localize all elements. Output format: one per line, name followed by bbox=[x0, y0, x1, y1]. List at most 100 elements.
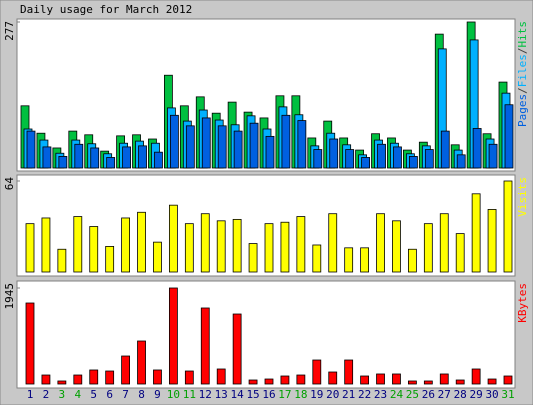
x-tick-label: 13 bbox=[215, 388, 228, 401]
bar bbox=[393, 146, 402, 169]
x-tick-label: 26 bbox=[422, 388, 435, 401]
bar bbox=[138, 145, 147, 169]
legend-entry: Hits bbox=[516, 21, 529, 48]
bar bbox=[264, 223, 274, 273]
bar bbox=[217, 125, 227, 169]
bar bbox=[89, 226, 99, 273]
x-tick-label: 16 bbox=[262, 388, 275, 401]
bar bbox=[423, 223, 433, 273]
bar bbox=[488, 143, 498, 169]
y-tick-label: 64 bbox=[3, 177, 16, 191]
bar bbox=[345, 149, 355, 169]
bar bbox=[408, 156, 418, 169]
bar bbox=[41, 217, 51, 273]
bar bbox=[504, 104, 514, 169]
bar bbox=[73, 216, 83, 273]
bar bbox=[25, 302, 35, 385]
x-tick-label: 27 bbox=[438, 388, 451, 401]
bar bbox=[74, 143, 84, 169]
bar bbox=[455, 233, 465, 273]
bar bbox=[487, 378, 497, 385]
bar bbox=[423, 380, 433, 385]
bar bbox=[264, 378, 274, 385]
bar bbox=[216, 220, 226, 273]
bar bbox=[42, 146, 52, 169]
bar bbox=[280, 375, 290, 385]
bar bbox=[57, 380, 67, 385]
legend: Pages/Files/Hits bbox=[516, 21, 529, 127]
y-tick-label: 277 bbox=[3, 21, 16, 41]
legend-separator: / bbox=[516, 87, 529, 94]
x-tick-label: 19 bbox=[310, 388, 323, 401]
bar bbox=[121, 217, 130, 273]
x-tick-label: 28 bbox=[454, 388, 467, 401]
x-tick-label: 5 bbox=[90, 388, 97, 401]
bar bbox=[106, 157, 116, 169]
bar bbox=[58, 156, 68, 169]
x-tick-label: 25 bbox=[406, 388, 419, 401]
bar bbox=[296, 374, 306, 385]
bar bbox=[376, 213, 385, 273]
bar bbox=[328, 213, 338, 273]
bar bbox=[249, 122, 259, 169]
bar bbox=[168, 287, 178, 385]
x-tick-label: 23 bbox=[374, 388, 387, 401]
legend-entry: KBytes bbox=[516, 283, 529, 323]
bar bbox=[184, 370, 194, 385]
bar bbox=[503, 180, 513, 273]
bar bbox=[26, 130, 36, 169]
bar bbox=[153, 369, 162, 385]
x-tick-label: 10 bbox=[167, 388, 180, 401]
legend: KBytes bbox=[516, 283, 529, 323]
bar bbox=[392, 220, 401, 273]
bar bbox=[121, 355, 130, 385]
bar bbox=[376, 373, 385, 385]
bar bbox=[328, 371, 338, 385]
bar bbox=[360, 247, 370, 273]
bar bbox=[296, 216, 306, 273]
bar bbox=[232, 313, 242, 385]
x-tick-label: 22 bbox=[358, 388, 371, 401]
x-tick-label: 20 bbox=[326, 388, 339, 401]
bar bbox=[407, 380, 417, 385]
x-tick-label: 30 bbox=[485, 388, 498, 401]
bar bbox=[184, 223, 194, 273]
x-tick-label: 6 bbox=[106, 388, 113, 401]
bar bbox=[344, 247, 354, 273]
bar bbox=[472, 128, 482, 169]
bar bbox=[105, 370, 115, 385]
x-tick-label: 1 bbox=[27, 388, 34, 401]
bar bbox=[313, 149, 323, 169]
bar bbox=[392, 373, 401, 385]
bar bbox=[233, 130, 243, 169]
bar bbox=[216, 368, 226, 385]
x-tick-label: 14 bbox=[231, 388, 245, 401]
bar bbox=[312, 359, 322, 385]
bar bbox=[503, 375, 513, 385]
bar bbox=[471, 368, 481, 385]
legend-entry: Files bbox=[516, 54, 529, 87]
bar bbox=[25, 223, 35, 273]
bar bbox=[456, 154, 466, 169]
x-tick-label: 2 bbox=[43, 388, 50, 401]
bar bbox=[455, 379, 465, 385]
y-tick-label: 1945 bbox=[3, 283, 16, 310]
x-tick-label: 21 bbox=[342, 388, 355, 401]
x-tick-label: 24 bbox=[390, 388, 404, 401]
bar bbox=[361, 157, 371, 169]
bar bbox=[248, 243, 258, 273]
x-tick-label: 11 bbox=[183, 388, 196, 401]
bar bbox=[344, 359, 354, 385]
bar bbox=[312, 244, 322, 273]
legend-separator: / bbox=[516, 48, 529, 55]
x-tick-label: 18 bbox=[294, 388, 307, 401]
x-tick-label: 29 bbox=[470, 388, 483, 401]
bar bbox=[248, 379, 258, 385]
bar bbox=[200, 213, 210, 273]
bar bbox=[201, 117, 211, 169]
bar bbox=[185, 125, 195, 169]
bar bbox=[154, 151, 163, 169]
bar bbox=[439, 213, 449, 273]
x-tick-label: 31 bbox=[501, 388, 514, 401]
